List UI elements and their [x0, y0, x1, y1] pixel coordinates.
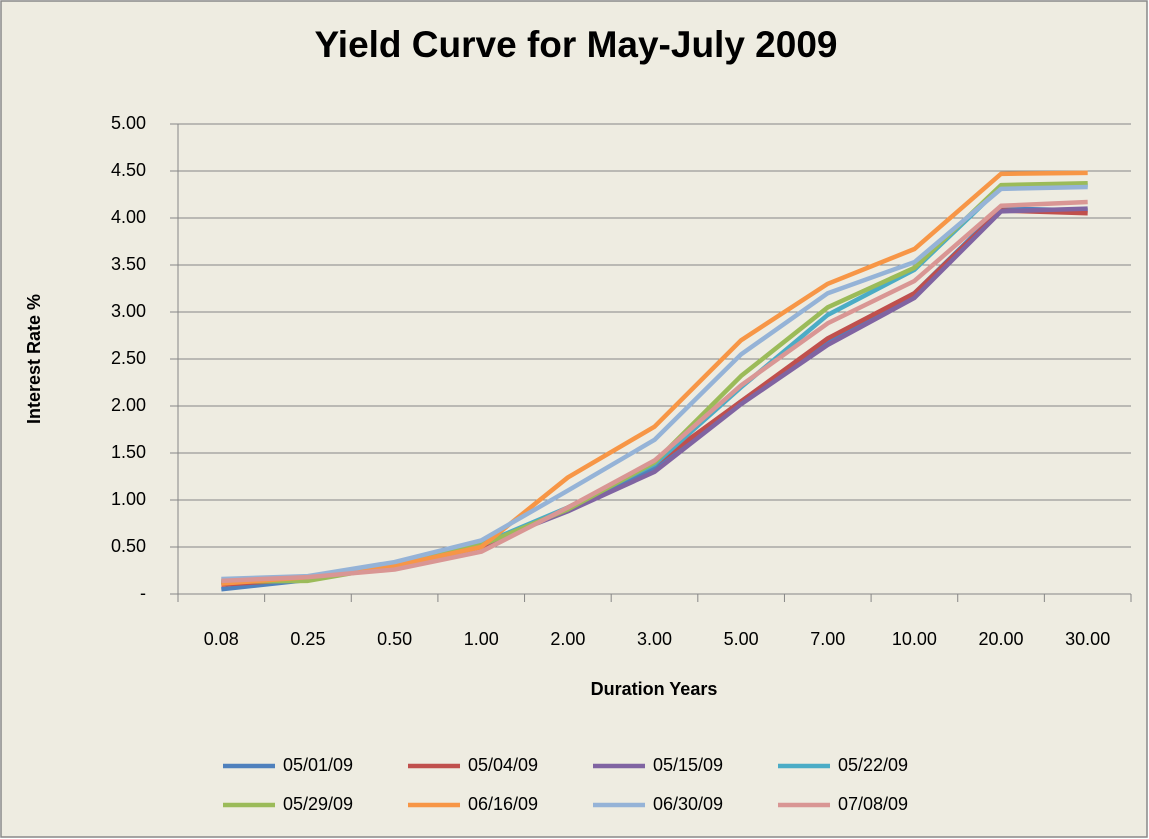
chart-title: Yield Curve for May-July 2009 — [314, 24, 837, 65]
x-tick-label: 10.00 — [892, 629, 937, 649]
x-tick-label: 30.00 — [1065, 629, 1110, 649]
x-tick-label: 3.00 — [637, 629, 672, 649]
legend-label: 05/29/09 — [283, 794, 353, 814]
legend-label: 05/04/09 — [468, 755, 538, 775]
y-tick-label: 2.50 — [111, 348, 146, 368]
legend-label: 06/30/09 — [653, 794, 723, 814]
legend-label: 06/16/09 — [468, 794, 538, 814]
legend-label: 05/15/09 — [653, 755, 723, 775]
y-tick-label: 3.50 — [111, 254, 146, 274]
y-tick-label: - — [140, 583, 146, 603]
y-tick-label: 0.50 — [111, 536, 146, 556]
x-tick-label: 20.00 — [979, 629, 1024, 649]
y-axis-label: Interest Rate % — [24, 294, 44, 424]
y-tick-label: 2.00 — [111, 395, 146, 415]
y-tick-label: 4.50 — [111, 160, 146, 180]
series-line — [221, 184, 1088, 582]
legend-label: 05/01/09 — [283, 755, 353, 775]
x-tick-label: 0.08 — [204, 629, 239, 649]
legend-label: 05/22/09 — [838, 755, 908, 775]
y-tick-label: 1.00 — [111, 489, 146, 509]
y-tick-label: 3.00 — [111, 301, 146, 321]
y-tick-label: 5.00 — [111, 113, 146, 133]
x-tick-label: 0.50 — [377, 629, 412, 649]
x-tick-label: 1.00 — [464, 629, 499, 649]
y-tick-label: 1.50 — [111, 442, 146, 462]
x-tick-label: 0.25 — [290, 629, 325, 649]
x-tick-label: 7.00 — [810, 629, 845, 649]
x-tick-label: 2.00 — [550, 629, 585, 649]
y-tick-label: 4.00 — [111, 207, 146, 227]
legend-label: 07/08/09 — [838, 794, 908, 814]
x-axis-label: Duration Years — [591, 679, 718, 699]
series-line — [221, 170, 1088, 586]
series-line — [221, 199, 1088, 584]
x-tick-label: 5.00 — [724, 629, 759, 649]
